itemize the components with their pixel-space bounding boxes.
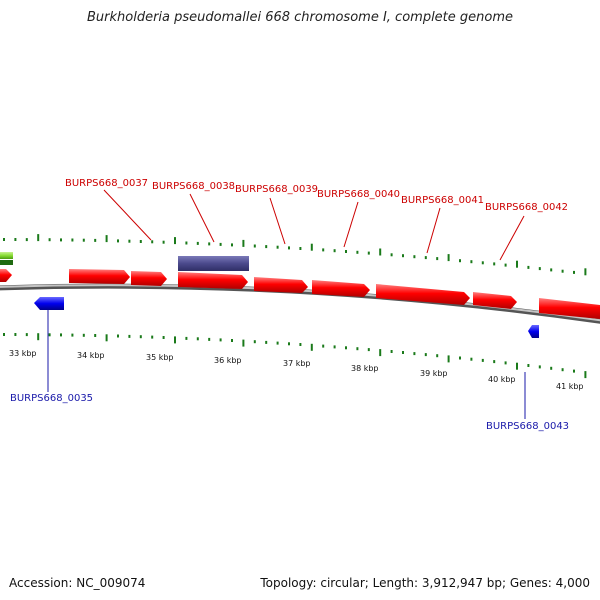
scale-label-37kbp: 37 kbp bbox=[283, 359, 311, 368]
gene-label-0038[interactable]: BURPS668_0038 bbox=[152, 181, 235, 192]
gene-reverse-0043[interactable] bbox=[528, 325, 539, 338]
gene-label-0035[interactable]: BURPS668_0035 bbox=[10, 393, 93, 404]
gene-label-0039[interactable]: BURPS668_0039 bbox=[235, 184, 318, 195]
gene-forward-0043[interactable] bbox=[473, 292, 517, 309]
forward-strand-genes bbox=[0, 269, 600, 319]
reverse-gene-labels: BURPS668_0035 BURPS668_0043 bbox=[10, 393, 569, 432]
gene-forward-0044[interactable] bbox=[539, 298, 600, 319]
genome-summary-text: Topology: circular; Length: 3,912,947 bp… bbox=[260, 576, 590, 590]
gene-label-0042[interactable]: BURPS668_0042 bbox=[485, 202, 568, 213]
scale-labels: 33 kbp 34 kbp 35 kbp 36 kbp 37 kbp 38 kb… bbox=[9, 349, 584, 391]
gc-content-ticks-lower bbox=[3, 333, 587, 379]
scale-label-33kbp: 33 kbp bbox=[9, 349, 37, 358]
map-title: Burkholderia pseudomallei 668 chromosome… bbox=[86, 10, 514, 25]
reverse-strand-genes bbox=[34, 297, 539, 338]
gene-reverse-0035[interactable] bbox=[34, 297, 64, 310]
gene-label-0041[interactable]: BURPS668_0041 bbox=[401, 195, 484, 206]
scale-label-38kbp: 38 kbp bbox=[351, 364, 379, 373]
forward-gene-labels: BURPS668_0037 BURPS668_0038 BURPS668_003… bbox=[65, 178, 568, 213]
gene-forward-0040[interactable] bbox=[254, 277, 308, 293]
gene-forward-0037[interactable] bbox=[131, 271, 167, 286]
reverse-label-connectors bbox=[47, 310, 526, 419]
gc-content-ticks-upper bbox=[3, 234, 587, 276]
gene-forward-partial[interactable] bbox=[0, 269, 12, 282]
scale-label-35kbp: 35 kbp bbox=[146, 353, 174, 362]
gene-rna-0038[interactable] bbox=[178, 256, 249, 271]
gene-label-0043[interactable]: BURPS668_0043 bbox=[486, 421, 569, 432]
gene-label-0040[interactable]: BURPS668_0040 bbox=[317, 189, 400, 200]
scale-label-40kbp: 40 kbp bbox=[488, 375, 516, 384]
forward-label-connectors bbox=[103, 189, 525, 261]
gene-forward-0039[interactable] bbox=[178, 272, 248, 289]
gene-forward-0041[interactable] bbox=[312, 280, 370, 297]
gene-highlight-partial[interactable] bbox=[0, 252, 13, 259]
gene-forward-0036[interactable] bbox=[69, 269, 130, 284]
gene-highlight-partial-2[interactable] bbox=[0, 260, 13, 265]
scale-label-41kbp: 41 kbp bbox=[556, 382, 584, 391]
scale-label-39kbp: 39 kbp bbox=[420, 369, 448, 378]
scale-label-34kbp: 34 kbp bbox=[77, 351, 105, 360]
scale-label-36kbp: 36 kbp bbox=[214, 356, 242, 365]
gene-forward-0042[interactable] bbox=[376, 284, 470, 305]
gene-label-0037[interactable]: BURPS668_0037 bbox=[65, 178, 148, 189]
accession-text: Accession: NC_009074 bbox=[9, 576, 146, 590]
